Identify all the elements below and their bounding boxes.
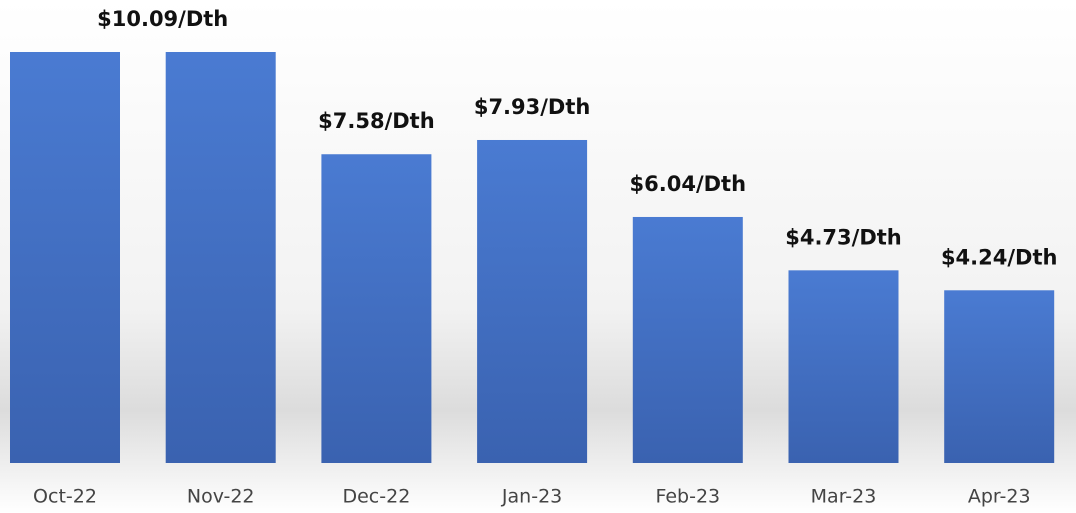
value-label: $7.93/Dth (474, 95, 591, 119)
bar (321, 154, 432, 463)
value-label: $4.73/Dth (785, 225, 902, 249)
x-tick-label: Apr-23 (968, 486, 1031, 508)
bar (165, 52, 276, 463)
x-tick-label: Nov-22 (187, 486, 255, 508)
bar (944, 290, 1055, 463)
value-label: $4.24/Dth (941, 245, 1058, 269)
bar (477, 139, 588, 464)
bar (788, 270, 899, 463)
x-tick-label: Jan-23 (501, 486, 562, 508)
x-tick-label: Oct-22 (33, 486, 97, 508)
x-tick-label: Mar-23 (811, 486, 877, 508)
bar (10, 52, 120, 463)
value-label: $7.58/Dth (318, 109, 435, 133)
value-label: $10.09/Dth (97, 7, 228, 31)
value-label: $6.04/Dth (630, 172, 747, 196)
x-tick-label: Dec-22 (342, 486, 410, 508)
x-tick-label: Feb-23 (655, 486, 720, 508)
bar (632, 216, 743, 463)
